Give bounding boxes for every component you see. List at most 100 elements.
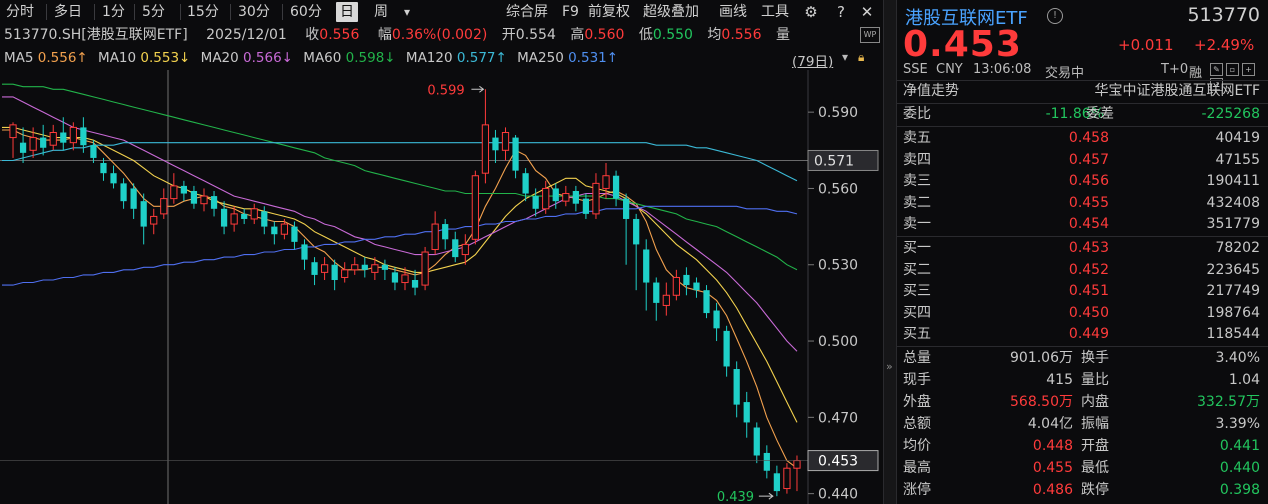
draw-line-button[interactable]: 画线 <box>719 4 747 20</box>
wp-icon[interactable]: WP <box>860 27 880 43</box>
ask-price[interactable]: 0.457 <box>1068 151 1109 168</box>
max-price-label: 0.599 <box>427 83 464 98</box>
candle-body <box>552 188 559 202</box>
low-label: 低 <box>638 27 653 43</box>
period-60min[interactable]: 60分 <box>290 4 322 20</box>
stat-value: 332.57万 <box>1197 394 1260 410</box>
period-30min[interactable]: 30分 <box>238 4 270 20</box>
ask-level-label: 卖二 <box>903 194 931 211</box>
security-name: 港股互联网ETF <box>905 8 1028 29</box>
period-multiday[interactable]: 多日 <box>54 4 82 20</box>
info-icon[interactable]: ! <box>1047 8 1063 24</box>
super-overlay-button[interactable]: 超级叠加 <box>643 4 699 20</box>
candle-body <box>150 215 158 225</box>
expand-icon[interactable]: ↗ <box>1210 78 1223 91</box>
window-icon[interactable]: ▫ <box>1226 63 1239 76</box>
bid-price[interactable]: 0.452 <box>1068 261 1109 278</box>
toolbar-separator <box>230 4 231 20</box>
period-day[interactable]: 日 <box>336 2 358 22</box>
f9-button[interactable]: F9 <box>562 4 579 20</box>
period-dropdown[interactable]: ▾ <box>404 5 411 19</box>
divider <box>897 103 1268 104</box>
candle-body <box>341 269 349 278</box>
chevron-right-icon[interactable]: » <box>886 360 893 373</box>
candle-body <box>40 137 47 148</box>
period-5min[interactable]: 5分 <box>142 4 165 20</box>
ma250-line <box>2 205 798 286</box>
avg-label: 均 <box>707 27 722 43</box>
gear-icon[interactable]: ⚙ <box>804 3 818 21</box>
ma60-value: 0.598↓ <box>345 50 396 66</box>
edit-icon[interactable]: ✎ <box>1210 63 1223 76</box>
help-icon[interactable]: ? <box>837 3 845 21</box>
weicha-label: 委差 <box>1086 106 1114 122</box>
open-value: 0.554 <box>515 27 556 43</box>
candle-body <box>180 185 188 194</box>
toolbar-separator <box>180 4 181 20</box>
candle-body <box>311 262 318 275</box>
ask-price[interactable]: 0.456 <box>1068 173 1109 189</box>
quote-time: 13:06:08 <box>973 62 1032 77</box>
ask-price[interactable]: 0.458 <box>1068 130 1109 146</box>
candle-body <box>371 264 379 273</box>
price-change-pct: +2.49% <box>1194 36 1255 54</box>
candle-body <box>562 193 570 202</box>
bid-price[interactable]: 0.453 <box>1068 240 1109 256</box>
candle-body <box>351 264 359 271</box>
toolbar-separator <box>282 4 283 20</box>
open-label: 开 <box>501 27 516 43</box>
stat-value: 1.04 <box>1228 372 1260 388</box>
period-15min[interactable]: 15分 <box>187 4 219 20</box>
nav-trend-link[interactable]: 净值走势 <box>903 83 959 99</box>
ask-level-label: 卖五 <box>903 130 931 146</box>
candle-body <box>401 274 409 284</box>
forward-adjust-button[interactable]: 前复权 <box>588 4 630 20</box>
bid-price[interactable]: 0.451 <box>1068 283 1109 299</box>
ma60-label: MA60 <box>303 50 342 66</box>
candle-body <box>391 272 399 283</box>
ask-price[interactable]: 0.454 <box>1068 216 1109 232</box>
candle-body <box>592 182 600 215</box>
plus-icon[interactable]: + <box>1242 63 1255 76</box>
divider <box>897 236 1268 237</box>
ma5-line <box>2 129 798 469</box>
quote-tool-icons[interactable]: ✎ ▫ + ↗ <box>1207 62 1268 92</box>
caret-down-icon[interactable]: ▾ <box>842 50 849 64</box>
toolbar-separator <box>94 4 95 20</box>
ma250-label: MA250 <box>517 50 564 66</box>
period-week[interactable]: 周 <box>374 4 388 20</box>
grid-lines: 0.590 0.560 0.530 0.500 0.470 0.440 <box>0 70 883 504</box>
composite-screen-button[interactable]: 综合屏 <box>506 4 548 20</box>
ma120-value: 0.577↑ <box>456 50 507 66</box>
days-range[interactable]: (79日) <box>792 54 834 70</box>
amplitude-value: 0.36%(0.002) <box>391 27 488 43</box>
panel-collapse-handle[interactable]: » <box>883 0 897 504</box>
candle-body <box>230 213 238 225</box>
period-intraday[interactable]: 分时 <box>6 4 34 20</box>
period-1min[interactable]: 1分 <box>102 4 125 20</box>
kline-chart[interactable]: 0.590 0.560 0.530 0.500 0.470 0.440 0.571 0.45… <box>0 70 883 504</box>
currency: CNY <box>936 62 963 77</box>
last-price: 0.453 <box>903 24 1022 65</box>
bid-level-label: 买二 <box>903 261 931 278</box>
lock-icon[interactable]: 🔒︎ <box>858 50 865 64</box>
bid-price[interactable]: 0.450 <box>1068 304 1109 321</box>
candle-body <box>743 402 750 423</box>
candle-body <box>522 173 529 194</box>
bid-price[interactable]: 0.449 <box>1068 326 1109 342</box>
close-value: 0.556 <box>319 27 360 43</box>
ask-price[interactable]: 0.455 <box>1068 194 1109 211</box>
tracking-index-name: 华宝中证港股通互联网ETF <box>1094 83 1260 99</box>
candle-body <box>481 124 490 174</box>
close-icon[interactable]: ✕ <box>860 3 874 21</box>
y-tick-label: 0.590 <box>818 105 858 121</box>
low-value: 0.550 <box>652 27 693 43</box>
stat-label: 开盘 <box>1081 438 1109 454</box>
stat-label: 最高 <box>903 460 931 476</box>
candle-body <box>411 280 419 288</box>
candle-body <box>200 195 208 205</box>
candle-body <box>19 142 27 153</box>
candle-body <box>60 132 67 143</box>
tools-button[interactable]: 工具 <box>761 4 789 20</box>
ask-level-label: 卖三 <box>903 173 931 189</box>
